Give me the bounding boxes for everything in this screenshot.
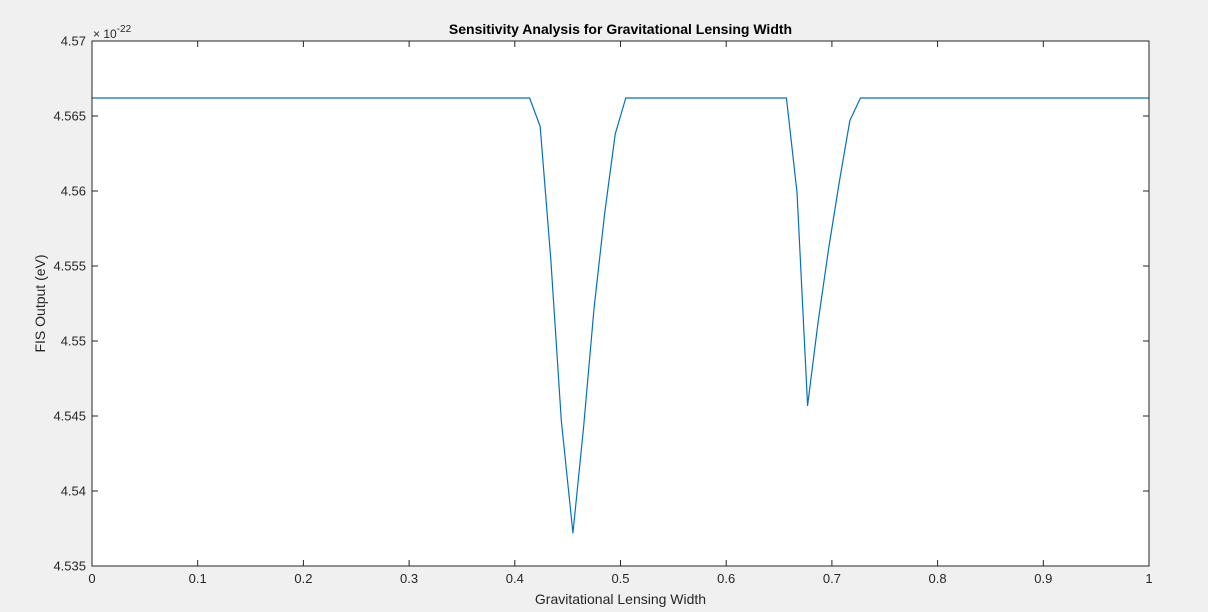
y-tick-label: 4.57	[61, 34, 86, 49]
y-axis-ticks: 4.535 4.54 4.545 4.55 4.555 4.56 4.565 4.57	[53, 34, 1149, 574]
plot-area	[92, 41, 1149, 566]
y-tick-label: 4.54	[61, 484, 86, 499]
y-tick-label: 4.535	[53, 559, 86, 574]
x-axis-ticks: 0 0.1 0.2 0.3 0.4 0.5 0.6 0.7 0.8 0.9 1	[88, 41, 1153, 586]
x-tick-label: 0.3	[400, 571, 418, 586]
x-tick-label: 0.7	[823, 571, 841, 586]
x-tick-label: 0.8	[929, 571, 947, 586]
x-tick-label: 0.1	[189, 571, 207, 586]
x-tick-label: 0	[88, 571, 95, 586]
y-axis-title: FIS Output (eV)	[32, 254, 48, 352]
y-tick-label: 4.565	[53, 109, 86, 124]
x-tick-label: 0.2	[294, 571, 312, 586]
y-axis-exponent-power: -22	[117, 24, 132, 35]
y-axis-exponent: × 10-22	[93, 24, 132, 41]
y-tick-label: 4.555	[53, 259, 86, 274]
y-tick-label: 4.55	[61, 334, 86, 349]
y-tick-label: 4.545	[53, 409, 86, 424]
series-line	[92, 97, 1149, 534]
x-axis-title: Gravitational Lensing Width	[535, 591, 706, 607]
chart-title: Sensitivity Analysis for Gravitational L…	[449, 21, 792, 37]
y-axis-exponent-base: × 10	[93, 27, 117, 41]
x-tick-label: 0.6	[717, 571, 735, 586]
plot-frame	[91, 40, 1150, 567]
x-tick-label: 0.5	[611, 571, 629, 586]
x-tick-label: 0.9	[1034, 571, 1052, 586]
x-tick-label: 1	[1145, 571, 1152, 586]
x-tick-label: 0.4	[506, 571, 524, 586]
y-tick-label: 4.56	[61, 184, 86, 199]
